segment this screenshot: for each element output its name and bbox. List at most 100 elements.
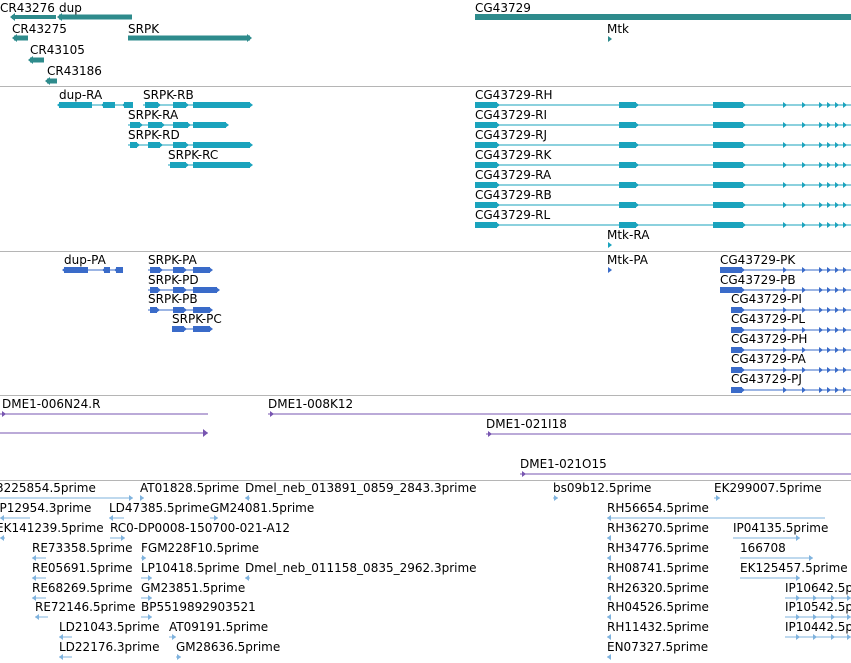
feature-glyph[interactable] [141,595,152,601]
feature-glyph[interactable] [714,495,720,501]
feature-label[interactable]: DME1-021O15 [520,457,607,471]
feature-glyph[interactable] [731,387,851,393]
feature-glyph[interactable] [148,307,213,313]
feature-label[interactable]: RH36270.5prime [607,521,709,535]
feature-label[interactable]: FGM228F10.5prime [141,541,260,555]
feature-label[interactable]: CR43275 [12,22,67,36]
feature-glyph[interactable] [607,535,611,541]
feature-glyph[interactable] [168,162,253,168]
feature-glyph[interactable] [0,411,208,437]
feature-label[interactable]: LP10418.5prime [141,561,240,575]
feature-label[interactable]: LD21043.5prime [59,620,160,634]
feature-glyph[interactable] [607,614,611,620]
feature-glyph[interactable] [731,347,851,353]
feature-label[interactable]: Dmel_neb_011158_0835_2962.3prime [245,561,477,575]
feature-glyph[interactable] [57,102,133,108]
feature-label[interactable]: CG43729-RB [475,188,552,202]
feature-label[interactable]: IP12954.3prime [0,501,92,515]
feature-glyph[interactable] [57,13,132,21]
feature-label[interactable]: AT01828.5prime [140,481,240,495]
feature-glyph[interactable] [785,614,851,620]
feature-label[interactable]: CG43729-PJ [731,372,802,386]
feature-label[interactable]: dup-PA [64,253,106,267]
feature-label[interactable]: bs09b12.5prime [553,481,652,495]
feature-glyph[interactable] [475,202,851,208]
feature-label[interactable]: BP5519892903521 [141,600,256,614]
feature-label[interactable]: CG43729-RL [475,208,551,222]
feature-glyph[interactable] [245,495,250,501]
feature-label[interactable]: DME1-008K12 [268,397,354,411]
feature-glyph[interactable] [148,287,220,293]
feature-glyph[interactable] [0,535,5,541]
feature-glyph[interactable] [0,495,133,501]
feature-glyph[interactable] [475,14,851,20]
feature-label[interactable]: RE72146.5prime [35,600,136,614]
feature-label[interactable]: IP10542.5prime [785,600,851,614]
feature-glyph[interactable] [553,495,558,501]
feature-label[interactable]: CG43729-RK [475,148,552,162]
feature-label[interactable]: LD47385.5prime [109,501,210,515]
feature-label[interactable]: EK299007.5prime [714,481,822,495]
feature-glyph[interactable] [731,307,851,313]
feature-glyph[interactable] [110,535,125,541]
feature-label[interactable]: SRPK-RB [143,88,194,102]
feature-label[interactable]: CG43729-RH [475,88,553,102]
feature-label[interactable]: CG43729-PI [731,292,802,306]
feature-glyph[interactable] [45,77,57,85]
feature-glyph[interactable] [32,555,46,561]
feature-glyph[interactable] [35,614,48,620]
feature-label[interactable]: Dmel_neb_013891_0859_2843.3prime [245,481,477,495]
feature-glyph[interactable] [608,242,612,248]
feature-label[interactable]: IP10642.5prime [785,581,851,595]
feature-glyph[interactable] [475,162,851,168]
feature-label[interactable]: 3225854.5prime [0,481,96,495]
feature-label[interactable]: RH26320.5prime [607,581,709,595]
feature-glyph[interactable] [475,182,851,188]
feature-glyph[interactable] [607,595,611,601]
feature-label[interactable]: RE05691.5prime [32,561,133,575]
feature-label[interactable]: CG43729 [475,1,531,15]
feature-glyph[interactable] [12,34,28,42]
feature-glyph[interactable] [62,267,123,273]
feature-label[interactable]: GM24081.5prime [210,501,315,515]
feature-glyph[interactable] [475,122,851,128]
feature-glyph[interactable] [245,575,250,581]
feature-label[interactable]: AT09191.5prime [169,620,269,634]
feature-glyph[interactable] [128,34,252,42]
feature-label[interactable]: IP10442.5prime [785,620,851,634]
feature-label[interactable]: RC0-DP0008-150700-021-A12 [110,521,291,535]
feature-glyph[interactable] [210,515,218,521]
feature-glyph[interactable] [143,102,253,108]
feature-glyph[interactable] [731,327,851,333]
feature-label[interactable]: EN07327.5prime [607,640,709,654]
feature-label[interactable]: EK141239.5prime [0,521,104,535]
feature-glyph[interactable] [740,555,813,561]
feature-glyph[interactable] [475,142,851,148]
feature-glyph[interactable] [607,515,825,521]
feature-glyph[interactable] [475,102,851,108]
feature-label[interactable]: CR43276 [0,1,55,15]
feature-label[interactable]: SRPK-PA [148,253,197,267]
feature-glyph[interactable] [59,654,72,660]
feature-glyph[interactable] [608,36,612,42]
feature-label[interactable]: CG43729-PL [731,312,806,326]
feature-glyph[interactable] [740,575,800,581]
feature-label[interactable]: SRPK-RA [128,108,179,122]
feature-label[interactable]: Mtk-RA [607,228,650,242]
feature-label[interactable]: dup-RA [59,88,103,102]
feature-label[interactable]: RH04526.5prime [607,600,709,614]
feature-label[interactable]: RH56654.5prime [607,501,709,515]
feature-label[interactable]: CG43729-PB [720,273,796,287]
feature-label[interactable]: CG43729-RA [475,168,552,182]
feature-glyph[interactable] [28,56,44,64]
feature-label[interactable]: SRPK [128,22,160,36]
feature-glyph[interactable] [607,634,611,640]
feature-label[interactable]: DME1-021I18 [486,417,567,431]
feature-glyph[interactable] [520,471,851,477]
feature-label[interactable]: LD22176.3prime [59,640,160,654]
feature-glyph[interactable] [128,122,229,128]
feature-glyph[interactable] [169,634,176,640]
feature-glyph[interactable] [785,595,851,601]
feature-glyph[interactable] [128,142,253,148]
feature-label[interactable]: CG43729-RI [475,108,548,122]
